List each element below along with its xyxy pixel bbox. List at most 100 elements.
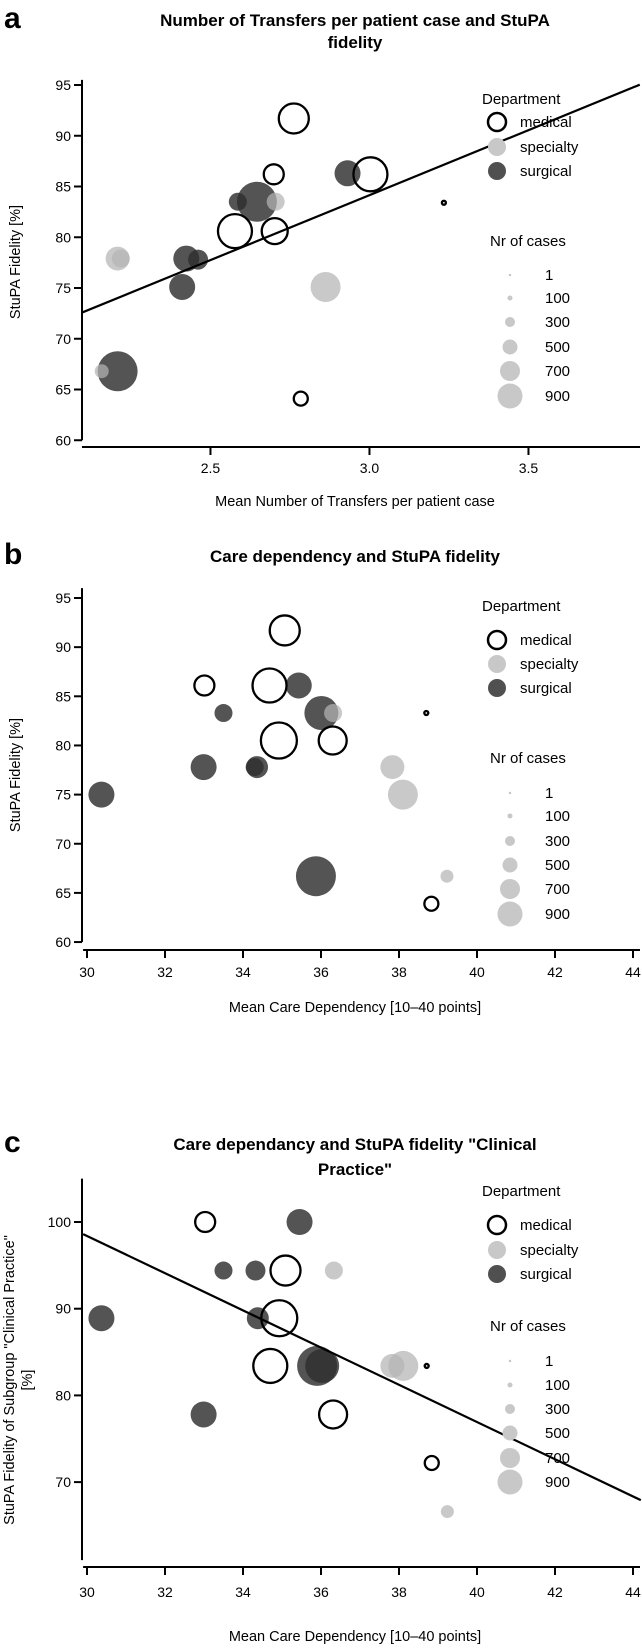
x-tick-label: 32 <box>157 1584 173 1600</box>
legend-size-symbol <box>507 1382 513 1388</box>
x-tick-label: 36 <box>313 1584 329 1600</box>
x-tick-label: 3.0 <box>360 460 380 476</box>
data-point-surgical <box>169 273 196 300</box>
legend-size-label: 500 <box>545 339 570 356</box>
legend-size-label: 500 <box>545 1425 570 1442</box>
legend-symbol-surgical <box>488 679 506 697</box>
legend-size-label: 700 <box>545 881 570 898</box>
legend-size-symbol <box>500 879 520 899</box>
data-point-medical <box>194 1210 217 1234</box>
legend-size-symbol <box>505 317 515 327</box>
data-point-medical <box>317 1399 349 1430</box>
legend-size-label: 700 <box>545 363 570 380</box>
panel-c: c Care dependancy and StuPA fidelity "Cli… <box>2 1126 642 1645</box>
data-point-medical <box>317 725 348 756</box>
data-point-surgical <box>286 1209 313 1235</box>
data-point-surgical <box>97 351 138 392</box>
legend-label-medical: medical <box>520 1217 572 1234</box>
y-tick-label: 95 <box>55 590 71 606</box>
data-point-surgical <box>88 781 115 808</box>
panel-label: b <box>4 538 22 571</box>
data-point-specialty <box>440 1505 454 1519</box>
y-tick-label: 70 <box>55 836 71 852</box>
legend-department-title: Department <box>482 598 561 615</box>
data-point-medical <box>423 1362 430 1370</box>
x-tick-label: 38 <box>391 964 407 980</box>
y-tick-label: 90 <box>55 128 71 144</box>
legend-size-symbol <box>508 1359 512 1363</box>
x-axis-label: Mean Care Dependency [10–40 points] <box>229 1000 481 1016</box>
legend-label-surgical: surgical <box>520 163 572 180</box>
x-tick-label: 2.5 <box>201 460 221 476</box>
legend-symbol-surgical <box>488 162 506 180</box>
series-medical <box>193 614 440 912</box>
data-point-specialty <box>111 249 130 268</box>
y-axis-label: StuPA Fidelity of Subgroup "Clinical Pra… <box>2 1235 18 1525</box>
data-point-surgical <box>188 249 209 270</box>
legend-size-symbol <box>505 836 515 846</box>
series-medical <box>216 102 448 407</box>
regression-line <box>82 1233 642 1502</box>
data-point-medical <box>423 895 440 912</box>
legend-size-label: 100 <box>545 290 570 307</box>
x-tick-label: 30 <box>79 1584 95 1600</box>
panel-a: a Number of Transfers per patient case an… <box>4 2 641 510</box>
x-tick-label: 36 <box>313 964 329 980</box>
legend-cases-title: Nr of cases <box>490 750 566 767</box>
data-point-medical <box>423 1454 440 1472</box>
chart-title: Care dependency and StuPA fidelity <box>210 547 501 566</box>
data-point-specialty <box>266 192 285 211</box>
data-point-specialty <box>440 869 454 883</box>
data-point-medical <box>440 199 448 206</box>
regression-line <box>81 83 641 314</box>
data-point-surgical <box>304 696 339 731</box>
data-point-surgical <box>236 181 277 222</box>
legend-symbol-medical <box>486 1214 508 1236</box>
legend-department-title: Department <box>482 1183 561 1200</box>
data-point-medical <box>352 156 389 193</box>
x-axis-label: Mean Number of Transfers per patient cas… <box>215 494 495 510</box>
legend-label-surgical: surgical <box>520 680 572 697</box>
legend-size-label: 1 <box>545 785 553 802</box>
legend-size-label: 300 <box>545 1401 570 1418</box>
legend-size-symbol <box>500 1448 520 1468</box>
chart-title: Care dependancy and StuPA fidelity "Clin… <box>173 1135 536 1154</box>
data-point-specialty <box>310 271 341 302</box>
legend-symbol-surgical <box>488 1265 506 1283</box>
chart-title: Practice" <box>318 1160 392 1179</box>
legend-size-symbol <box>508 791 512 795</box>
legend-size-label: 300 <box>545 833 570 850</box>
y-tick-label: 90 <box>55 639 71 655</box>
y-tick-label: 65 <box>55 885 71 901</box>
legend-symbol-medical <box>486 629 508 651</box>
y-tick-label: 70 <box>55 1474 71 1490</box>
data-point-medical <box>193 674 216 697</box>
x-tick-label: 44 <box>625 1584 641 1600</box>
series-surgical <box>88 1209 340 1428</box>
legend-size-label: 300 <box>545 314 570 331</box>
x-tick-label: 40 <box>469 964 485 980</box>
x-tick-label: 42 <box>547 1584 563 1600</box>
legend-size-label: 500 <box>545 857 570 874</box>
y-tick-label: 65 <box>55 382 71 398</box>
panel-label: a <box>4 2 21 35</box>
y-tick-label: 85 <box>55 688 71 704</box>
data-point-specialty <box>388 1350 419 1381</box>
data-point-medical <box>216 213 254 250</box>
legend-size-label: 1 <box>545 1353 553 1370</box>
y-axis-label: StuPA Fidelity [%] <box>8 205 24 319</box>
legend-size-label: 900 <box>545 906 570 923</box>
series-specialty <box>94 192 341 379</box>
chart-title: fidelity <box>328 33 383 52</box>
data-point-medical <box>251 667 288 704</box>
legend-size-symbol <box>497 1469 523 1495</box>
series-medical <box>194 1210 440 1472</box>
y-axis-label: StuPA Fidelity [%] <box>8 718 24 832</box>
chart-title: Number of Transfers per patient case and… <box>160 11 550 30</box>
x-tick-label: 3.5 <box>519 460 539 476</box>
panel-label: c <box>4 1126 21 1159</box>
x-tick-label: 38 <box>391 1584 407 1600</box>
legend-label-specialty: specialty <box>520 1242 579 1259</box>
data-point-surgical <box>295 856 336 897</box>
